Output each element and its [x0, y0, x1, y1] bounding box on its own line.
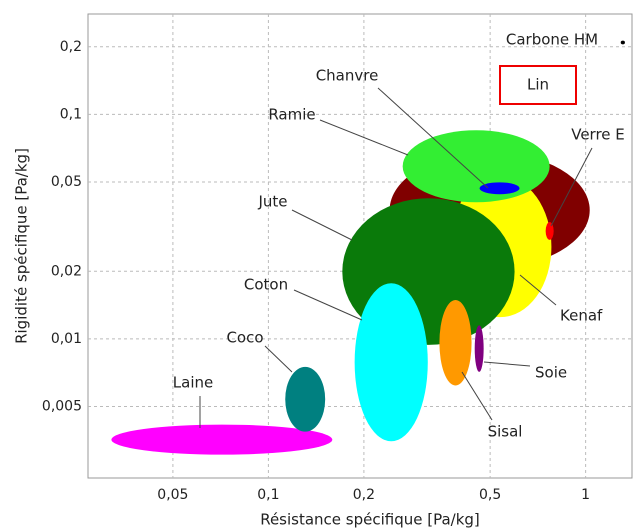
series-label: Jute — [257, 193, 287, 211]
leader-line — [483, 361, 531, 367]
x-tick-label: 1 — [581, 487, 590, 503]
y-tick-label: 0,1 — [60, 106, 82, 122]
material-ellipse — [111, 424, 333, 455]
y-tick-label: 0,05 — [51, 174, 82, 190]
y-tick-label: 0,02 — [51, 263, 82, 279]
material-ellipse — [402, 130, 550, 203]
series-label: Coco — [226, 329, 263, 347]
series-label: Coton — [244, 276, 288, 294]
x-tick-label: 0,05 — [157, 487, 188, 503]
series-label: Chanvre — [316, 67, 379, 85]
material-ellipse — [285, 366, 326, 432]
y-axis-title: Rigidité spécifique [Pa/kg] — [13, 148, 31, 344]
material-ellipse — [354, 283, 428, 442]
leader-line — [377, 87, 489, 189]
series-label: Verre E — [571, 126, 625, 144]
leader-line — [461, 371, 493, 421]
material-ellipse — [474, 325, 484, 372]
x-tick-label: 0,2 — [353, 487, 375, 503]
series-label: Lin — [527, 76, 549, 94]
y-tick-label: 0,005 — [42, 398, 82, 414]
leader-line — [319, 119, 409, 156]
series-label: Soie — [535, 364, 567, 382]
series-label: Kenaf — [560, 307, 603, 325]
material-ellipse — [479, 182, 520, 195]
material-ellipse — [439, 299, 472, 386]
leader-line — [291, 209, 353, 241]
material-ellipse — [545, 222, 554, 240]
series-label: Ramie — [268, 106, 315, 124]
material-ellipse — [620, 40, 625, 45]
series-label: Sisal — [488, 423, 523, 441]
x-tick-label: 0,5 — [479, 487, 501, 503]
label-box — [499, 65, 577, 105]
x-tick-label: 0,1 — [257, 487, 279, 503]
leader-line — [264, 345, 293, 373]
leader-line — [519, 274, 557, 306]
leader-line — [293, 289, 363, 321]
series-label: Laine — [173, 374, 213, 392]
x-axis-title: Résistance spécifique [Pa/kg] — [260, 511, 480, 529]
series-label: Carbone HM — [506, 31, 598, 49]
y-tick-label: 0,2 — [60, 39, 82, 55]
y-tick-label: 0,01 — [51, 331, 82, 347]
leader-line — [550, 147, 593, 227]
